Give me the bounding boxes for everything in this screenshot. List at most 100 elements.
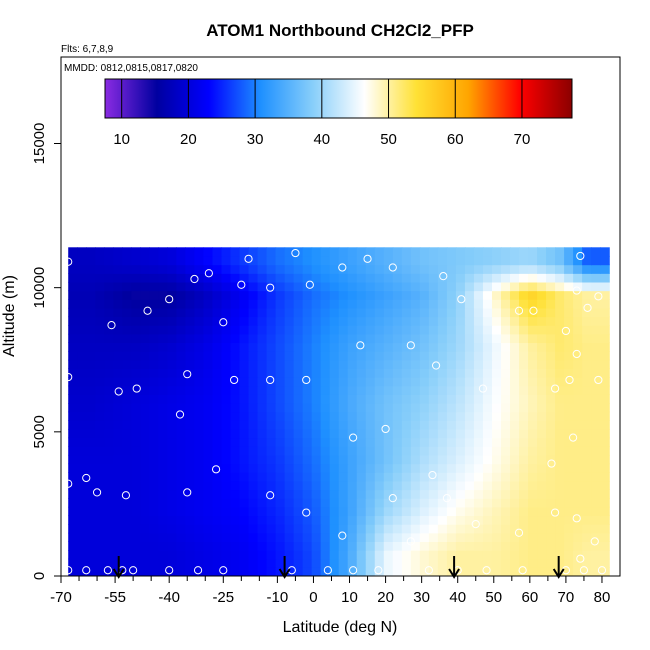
heatmap-cell: [203, 532, 214, 542]
heatmap-cell: [293, 446, 304, 456]
heatmap-cell: [131, 506, 141, 517]
heatmap-cell: [176, 541, 187, 551]
heatmap-cell: [185, 394, 196, 404]
heatmap-cell: [392, 325, 403, 335]
heatmap-cell: [365, 541, 376, 551]
heatmap-cell: [555, 524, 565, 534]
heatmap-cell: [419, 454, 430, 465]
heatmap-cell: [86, 316, 96, 326]
heatmap-cell: [266, 316, 277, 326]
dates-annotation: MMDD: 0812,0815,0817,0820: [64, 63, 198, 74]
heatmap-cell: [248, 247, 259, 257]
heatmap-cell: [383, 567, 394, 576]
heatmap-cell: [311, 385, 322, 395]
heatmap-cell: [582, 498, 592, 508]
heatmap-cell: [392, 428, 403, 439]
heatmap-cell: [428, 299, 439, 309]
heatmap-cell: [374, 377, 385, 387]
heatmap-cell: [311, 411, 322, 421]
heatmap-cell: [519, 472, 529, 482]
heatmap-cell: [410, 368, 421, 378]
heatmap-cell: [428, 558, 439, 568]
heatmap-cell: [464, 411, 475, 421]
heatmap-cell: [555, 541, 565, 551]
heatmap-cell: [528, 325, 538, 335]
heatmap-cell: [410, 550, 421, 560]
heatmap-cell: [374, 411, 385, 421]
heatmap-cell: [293, 420, 304, 430]
heatmap-cell: [473, 489, 484, 499]
heatmap-cell: [419, 403, 430, 413]
heatmap-cell: [582, 428, 592, 439]
heatmap-cell: [383, 428, 394, 439]
flight-arrow-head: [112, 568, 125, 579]
heatmap-cell: [149, 247, 159, 257]
heatmap-cell: [591, 558, 601, 568]
heatmap-cell: [86, 377, 96, 387]
heatmap-cell: [383, 325, 394, 335]
heatmap-cell: [491, 351, 502, 361]
heatmap-cell: [401, 428, 412, 439]
heatmap-cell: [329, 385, 340, 395]
heatmap-cell: [564, 403, 574, 413]
heatmap-cell: [86, 489, 96, 499]
heatmap-cell: [446, 411, 457, 421]
heatmap-cell: [140, 247, 150, 257]
heatmap-cell: [356, 428, 367, 439]
heatmap-cell: [473, 273, 484, 283]
heatmap-cell: [519, 290, 529, 300]
heatmap-cell: [356, 524, 367, 534]
heatmap-cell: [582, 472, 592, 482]
heatmap-cell: [203, 472, 214, 482]
heatmap-cell: [203, 567, 214, 576]
heatmap-cell: [591, 255, 601, 266]
heatmap-cell: [140, 385, 150, 395]
heatmap-cell: [555, 567, 565, 576]
heatmap-cell: [401, 411, 412, 421]
heatmap-cell: [546, 377, 556, 387]
heatmap-cell: [311, 255, 322, 266]
heatmap-cell: [573, 558, 583, 568]
heatmap-cell: [203, 463, 214, 473]
heatmap-cell: [284, 351, 295, 361]
observation-point: [439, 272, 448, 281]
heatmap-cell: [266, 541, 277, 551]
heatmap-cell: [149, 541, 159, 551]
heatmap-cell: [401, 385, 412, 395]
heatmap-cell: [320, 454, 331, 465]
heatmap-cell: [600, 515, 610, 525]
heatmap-cell: [248, 394, 259, 404]
heatmap-cell: [221, 247, 232, 257]
heatmap-cell: [455, 281, 466, 292]
heatmap-cell: [347, 446, 358, 456]
x-tick-label: 20: [377, 589, 394, 606]
heatmap-cell: [455, 454, 466, 465]
heatmap-cell: [338, 550, 349, 560]
heatmap-cell: [383, 411, 394, 421]
heatmap-cell: [473, 506, 484, 517]
heatmap-cell: [122, 290, 132, 300]
heatmap-cell: [473, 532, 484, 542]
heatmap-cell: [158, 541, 168, 551]
heatmap-cell: [203, 403, 214, 413]
heatmap-cell: [528, 472, 538, 482]
heatmap-cell: [167, 472, 178, 482]
heatmap-cell: [546, 273, 556, 283]
heatmap-cell: [365, 333, 376, 344]
heatmap-cell: [455, 359, 466, 369]
heatmap-cell: [248, 403, 259, 413]
heatmap-cell: [86, 342, 96, 352]
heatmap-cell: [428, 359, 439, 369]
heatmap-cell: [455, 506, 466, 517]
y-tick-label: 15000: [31, 123, 48, 165]
heatmap-cell: [537, 290, 547, 300]
heatmap-cell: [528, 498, 538, 508]
heatmap-cell: [564, 368, 574, 378]
heatmap-cell: [573, 385, 583, 395]
heatmap-cell: [275, 524, 286, 534]
heatmap-cell: [329, 541, 340, 551]
heatmap-cell: [473, 377, 484, 387]
heatmap-cell: [347, 454, 358, 465]
heatmap-cell: [95, 472, 105, 482]
heatmap-cell: [473, 299, 484, 309]
